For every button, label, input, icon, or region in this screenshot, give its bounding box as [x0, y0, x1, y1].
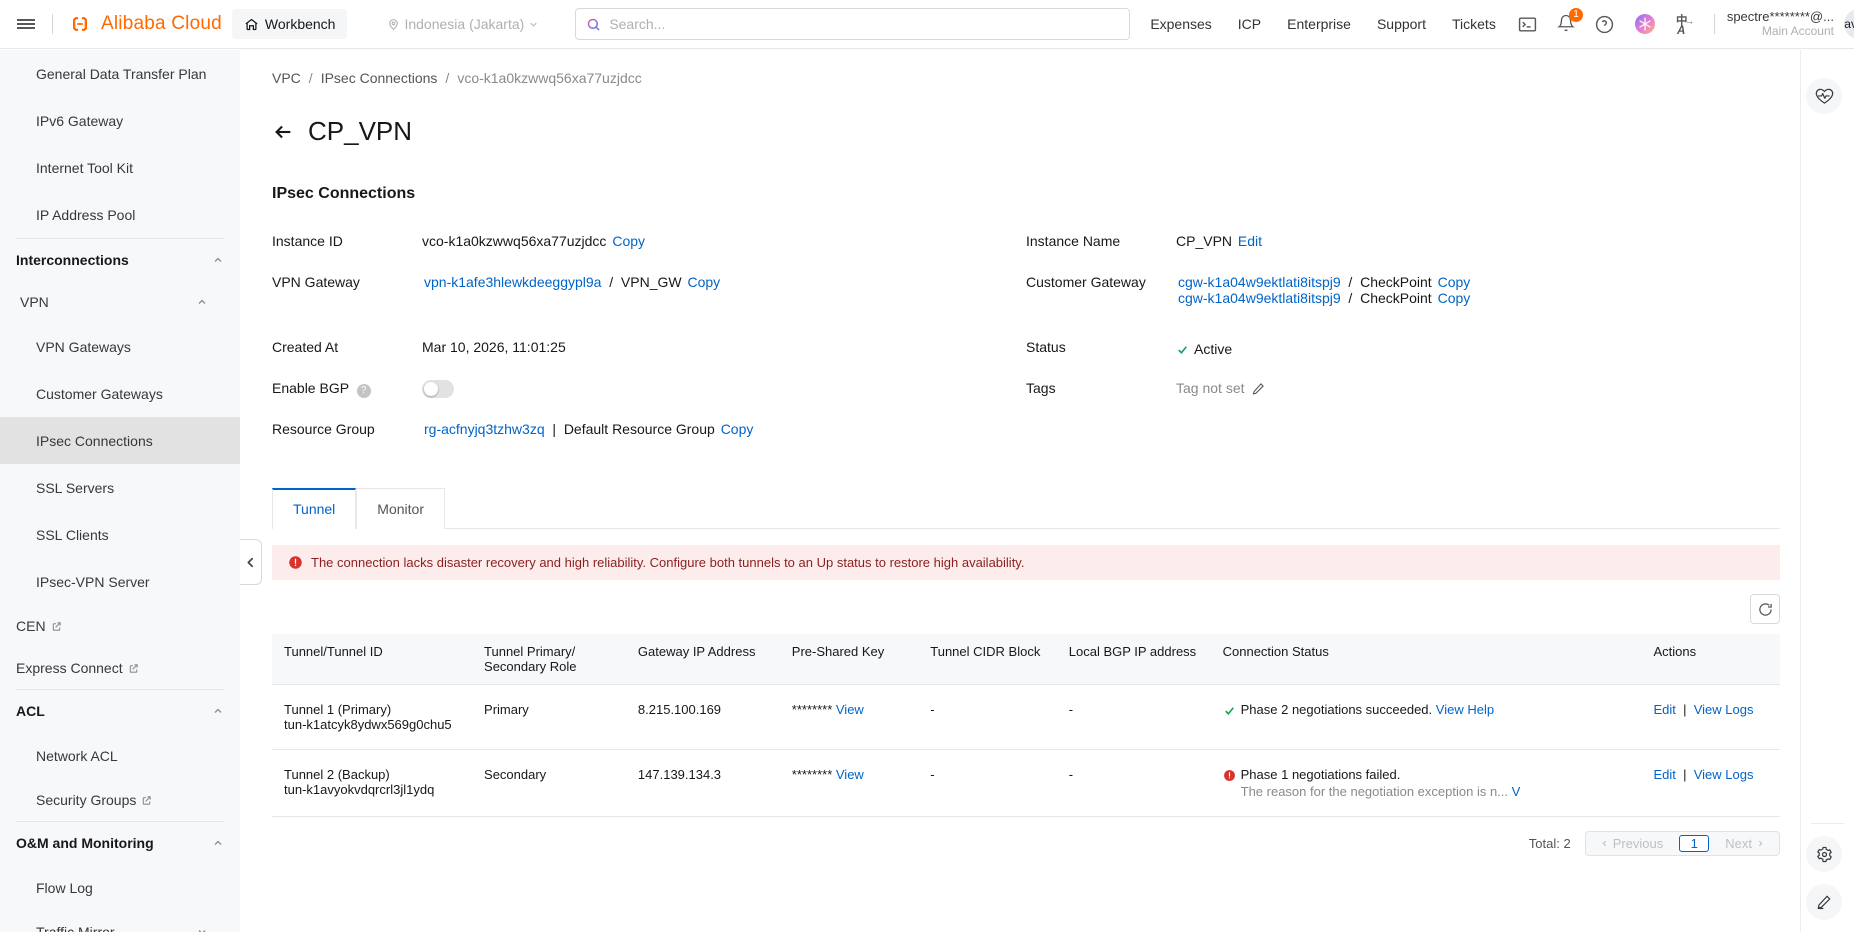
svg-text:A: A — [1676, 25, 1685, 35]
svg-text:→: → — [1685, 16, 1694, 26]
